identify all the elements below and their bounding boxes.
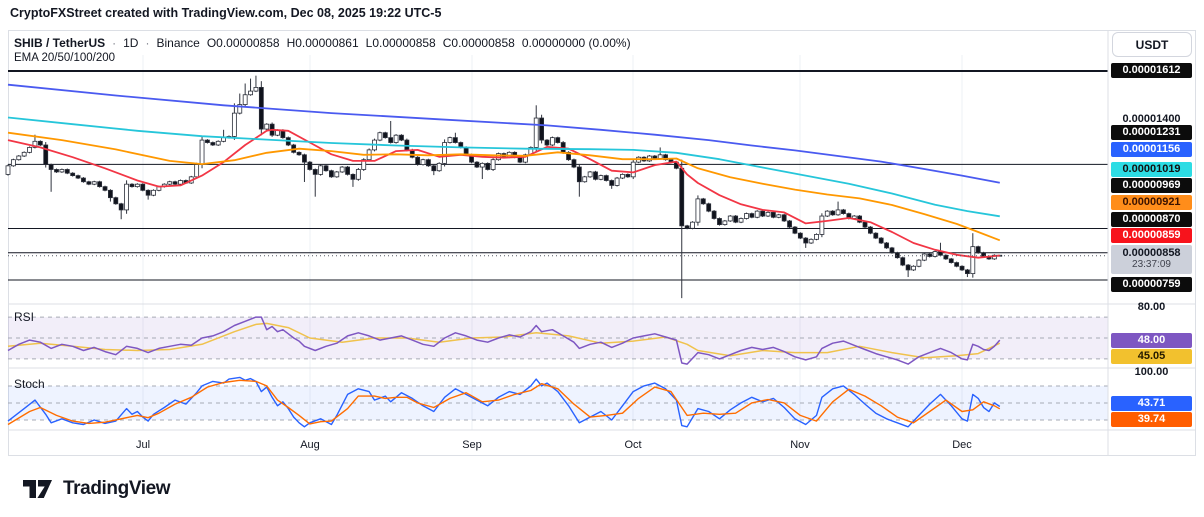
attribution-text: CryptoFXStreet created with TradingView.… — [10, 6, 442, 20]
time-axis-month-label: Jul — [135, 439, 151, 451]
time-axis-month-label: Sep — [462, 439, 482, 451]
axis-price-label: 0.00001400 — [1122, 113, 1181, 125]
axis-price-label: 80.00 — [1137, 301, 1166, 313]
ema-indicator-legend[interactable]: EMA 20/50/100/200 — [14, 52, 116, 64]
time-axis-month-label: Aug — [300, 439, 320, 451]
axis-price-label: 39.74 — [1111, 412, 1192, 427]
chart-frame — [8, 30, 1196, 456]
ohlc-high: H0.00000861 — [286, 36, 359, 50]
axis-price-label: 0.00000858 23:37:09 — [1111, 245, 1192, 274]
axis-price-label: 48.00 — [1111, 333, 1192, 348]
ohlc-change: 0.00000000 (0.00%) — [521, 36, 631, 50]
symbol-name[interactable]: SHIB / TetherUS — [14, 36, 106, 50]
ohlc-close: C0.00000858 — [442, 36, 515, 50]
axis-price-label: 0.00001156 — [1111, 142, 1192, 157]
time-axis-month-label: Nov — [790, 439, 810, 451]
ohlc-low: L0.00000858 — [365, 36, 436, 50]
stoch-pane-label[interactable]: Stoch — [14, 377, 45, 391]
time-axis-month-label: Oct — [624, 439, 642, 451]
axis-price-label: 0.00000969 — [1111, 178, 1192, 193]
tradingview-logo[interactable]: TradingView — [22, 477, 171, 501]
time-axis-month-label: Dec — [952, 439, 972, 451]
rsi-pane-label[interactable]: RSI — [14, 310, 35, 324]
axis-price-label: 0.00001019 — [1111, 162, 1192, 177]
axis-price-label: 0.00000859 — [1111, 228, 1192, 243]
symbol-info-row: SHIB / TetherUS · 1D · Binance O0.000008… — [14, 36, 631, 50]
ohlc-open: O0.00000858 — [206, 36, 280, 50]
axis-price-label: 0.00000870 — [1111, 212, 1192, 227]
axis-price-label: 0.00001612 — [1111, 63, 1192, 78]
tradingview-icon — [23, 480, 52, 498]
axis-price-label: 45.05 — [1111, 349, 1192, 364]
axis-price-label: 0.00000921 — [1111, 195, 1192, 210]
separator-dot: · — [145, 36, 150, 50]
tradingview-logo-text: TradingView — [63, 478, 171, 499]
interval-value[interactable]: 1D — [123, 36, 139, 50]
axis-price-label: 100.00 — [1134, 366, 1169, 378]
axis-price-label: 43.71 — [1111, 396, 1192, 411]
separator-dot: · — [112, 36, 117, 50]
currency-toggle-button[interactable]: USDT — [1112, 32, 1192, 57]
axis-price-label: 0.00001231 — [1111, 125, 1192, 140]
axis-price-label: 0.00000759 — [1111, 277, 1192, 292]
exchange-name[interactable]: Binance — [156, 36, 200, 50]
